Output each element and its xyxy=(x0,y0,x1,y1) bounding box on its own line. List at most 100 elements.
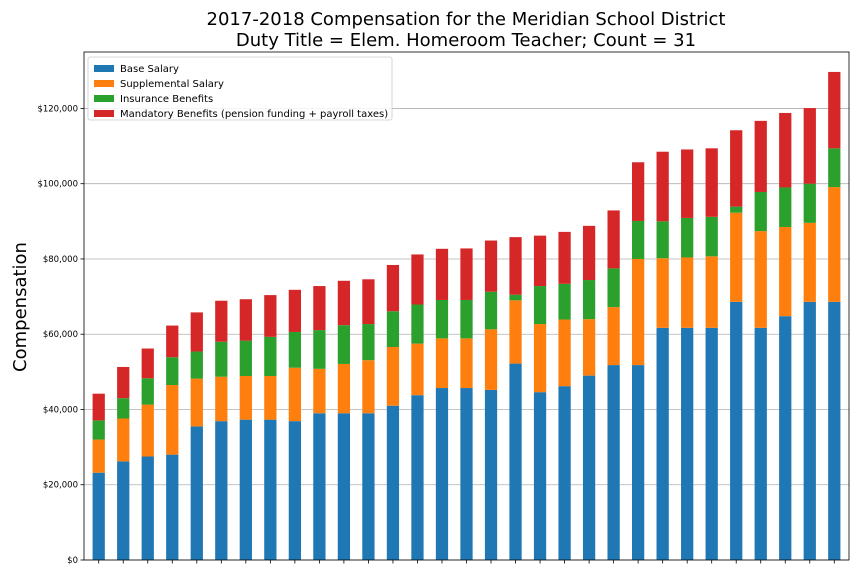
bars xyxy=(92,71,841,560)
legend-entry: Insurance Benefits xyxy=(120,94,213,105)
bar-segment-insurance-benefits xyxy=(828,148,841,188)
bar-segment-mandatory-benefits xyxy=(362,279,375,325)
bar-segment-base-salary xyxy=(411,395,424,560)
bar-segment-insurance-benefits xyxy=(582,280,596,320)
bar-segment-insurance-benefits xyxy=(484,291,498,330)
bar-segment-base-salary xyxy=(730,301,743,560)
bar-segment-mandatory-benefits xyxy=(632,162,645,221)
bar-segment-insurance-benefits xyxy=(730,206,743,213)
bar-segment-insurance-benefits xyxy=(337,325,351,364)
y-tick-label: $100,000 xyxy=(37,180,78,190)
bar-segment-mandatory-benefits xyxy=(828,71,841,149)
bar-segment-mandatory-benefits xyxy=(533,235,547,287)
bar-segment-mandatory-benefits xyxy=(779,112,792,188)
bar-segment-insurance-benefits xyxy=(460,299,473,339)
bar-segment-base-salary xyxy=(509,363,522,560)
bar-segment-mandatory-benefits xyxy=(803,108,816,184)
bar-segment-supplemental-salary xyxy=(803,222,816,302)
y-axis-label: Compensation xyxy=(10,242,31,372)
bar-segment-base-salary xyxy=(533,392,547,560)
chart-title: 2017-2018 Compensation for the Meridian … xyxy=(207,9,726,30)
bar-segment-supplemental-salary xyxy=(141,404,154,457)
bar-segment-base-salary xyxy=(779,316,792,560)
bar-segment-supplemental-salary xyxy=(681,257,694,328)
bar-segment-insurance-benefits xyxy=(190,351,203,379)
bar-segment-base-salary xyxy=(362,413,375,560)
bar-segment-mandatory-benefits xyxy=(730,130,743,207)
bar-segment-supplemental-salary xyxy=(92,439,105,473)
y-ticks: $0 $20,000 $40,000 $60,000 $80,000 $100,000 $1… xyxy=(37,104,84,566)
bar-segment-base-salary xyxy=(803,301,816,560)
bar-segment-supplemental-salary xyxy=(337,363,351,414)
bar-segment-mandatory-benefits xyxy=(558,231,571,284)
bar-segment-mandatory-benefits xyxy=(582,225,596,281)
legend-swatch xyxy=(94,65,114,72)
bar-segment-supplemental-salary xyxy=(239,375,252,420)
bar-segment-mandatory-benefits xyxy=(288,289,301,332)
bar-segment-mandatory-benefits xyxy=(313,286,326,331)
legend-entry: Supplemental Salary xyxy=(120,79,224,90)
bar-segment-insurance-benefits xyxy=(386,311,400,348)
bar-segment-mandatory-benefits xyxy=(411,254,424,305)
bar-segment-insurance-benefits xyxy=(313,330,326,369)
bar-segment-base-salary xyxy=(386,405,400,560)
bar-segment-base-salary xyxy=(264,419,277,560)
bar-segment-base-salary xyxy=(754,327,767,560)
bar-segment-base-salary xyxy=(681,327,694,560)
bar-segment-mandatory-benefits xyxy=(117,366,130,399)
bar-segment-insurance-benefits xyxy=(779,187,792,227)
bar-segment-base-salary xyxy=(435,388,449,560)
bar-segment-insurance-benefits xyxy=(558,283,571,320)
bar-segment-mandatory-benefits xyxy=(435,248,449,300)
bar-segment-base-salary xyxy=(288,421,301,560)
x-ticks xyxy=(98,560,835,564)
bar-segment-base-salary xyxy=(656,327,669,560)
bar-segment-mandatory-benefits xyxy=(215,300,228,342)
bar-segment-supplemental-salary xyxy=(313,368,326,414)
bar-segment-insurance-benefits xyxy=(411,304,424,344)
bar-segment-insurance-benefits xyxy=(435,299,449,339)
bar-segment-mandatory-benefits xyxy=(239,299,252,341)
bar-segment-supplemental-salary xyxy=(558,319,571,387)
legend-entry: Mandatory Benefits (pension funding + pa… xyxy=(120,109,388,120)
bar-segment-mandatory-benefits xyxy=(190,312,203,352)
bar-segment-base-salary xyxy=(190,426,203,560)
bar-segment-supplemental-salary xyxy=(705,256,718,328)
bar-segment-insurance-benefits xyxy=(362,324,375,361)
legend-entry: Base Salary xyxy=(120,64,179,75)
bar-segment-insurance-benefits xyxy=(803,183,816,223)
bar-segment-insurance-benefits xyxy=(681,217,694,258)
bar-segment-supplemental-salary xyxy=(190,378,203,427)
bar-segment-supplemental-salary xyxy=(386,347,400,406)
bar-segment-insurance-benefits xyxy=(141,378,154,405)
bar-segment-supplemental-salary xyxy=(730,212,743,302)
bar-segment-insurance-benefits xyxy=(533,286,547,325)
bar-segment-mandatory-benefits xyxy=(337,280,351,326)
bar-segment-base-salary xyxy=(141,456,154,560)
bar-segment-base-salary xyxy=(239,419,252,560)
chart-subtitle: Duty Title = Elem. Homeroom Teacher; Cou… xyxy=(236,30,696,51)
bar-segment-base-salary xyxy=(337,413,351,560)
bar-segment-mandatory-benefits xyxy=(681,149,694,218)
bar-segment-base-salary xyxy=(117,461,130,560)
y-tick-label: $80,000 xyxy=(43,255,78,265)
legend: Base Salary Supplemental Salary Insurance … xyxy=(87,56,393,121)
bar-segment-base-salary xyxy=(632,365,645,560)
bar-segment-mandatory-benefits xyxy=(460,248,473,300)
bar-segment-insurance-benefits xyxy=(705,216,718,257)
bar-segment-supplemental-salary xyxy=(117,418,130,462)
bar-segment-supplemental-salary xyxy=(632,258,645,366)
bar-segment-base-salary xyxy=(484,389,498,560)
bar-segment-supplemental-salary xyxy=(509,300,522,364)
bar-segment-insurance-benefits xyxy=(607,268,620,308)
bar-segment-base-salary xyxy=(313,413,326,560)
legend-swatch xyxy=(94,80,114,87)
bar-segment-supplemental-salary xyxy=(264,375,277,420)
y-tick-label: $40,000 xyxy=(43,405,78,415)
bar-segment-mandatory-benefits xyxy=(166,325,179,358)
bar-segment-supplemental-salary xyxy=(533,324,547,393)
bar-segment-base-salary xyxy=(558,386,571,560)
y-tick-label: $120,000 xyxy=(37,104,78,114)
bar-segment-base-salary xyxy=(460,388,473,560)
